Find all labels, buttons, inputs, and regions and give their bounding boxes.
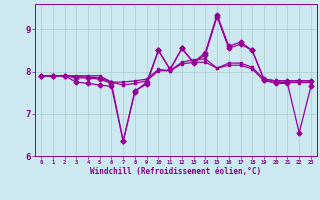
X-axis label: Windchill (Refroidissement éolien,°C): Windchill (Refroidissement éolien,°C) <box>91 167 261 176</box>
